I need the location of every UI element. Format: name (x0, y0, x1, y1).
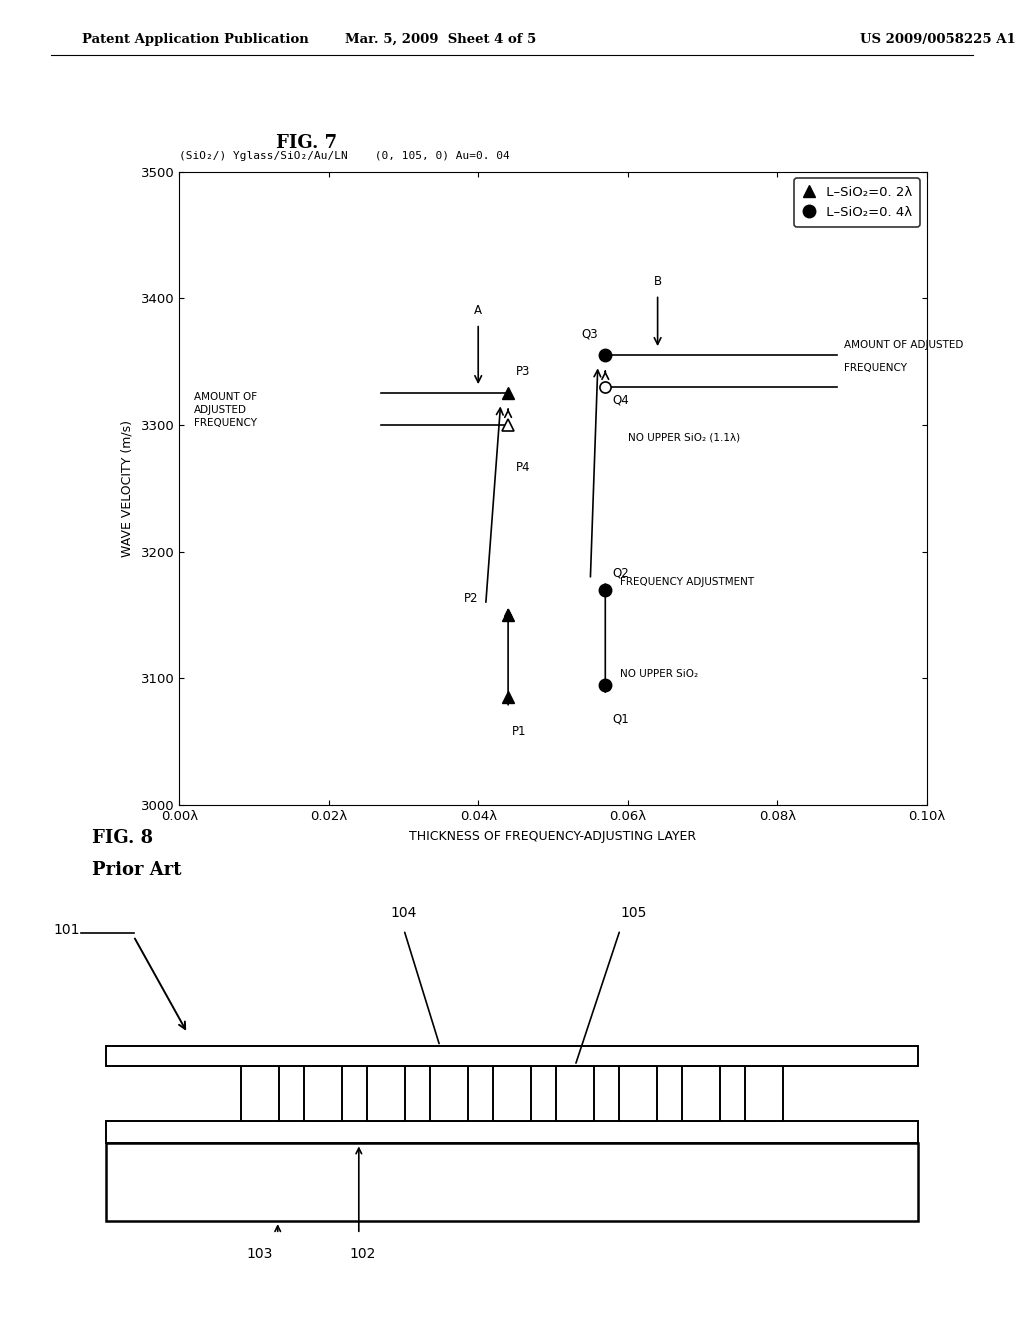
Text: P3: P3 (515, 366, 530, 378)
Bar (106, 1047, 918, 1065)
Text: NO UPPER SiO₂: NO UPPER SiO₂ (621, 669, 698, 680)
X-axis label: THICKNESS OF FREQUENCY-ADJUSTING LAYER: THICKNESS OF FREQUENCY-ADJUSTING LAYER (410, 830, 696, 843)
Text: P2: P2 (464, 591, 478, 605)
Text: FREQUENCY ADJUSTMENT: FREQUENCY ADJUSTMENT (621, 577, 755, 587)
Text: 101: 101 (53, 923, 80, 937)
Text: FIG. 7: FIG. 7 (276, 133, 338, 152)
Text: NO UPPER SiO₂ (1.1λ): NO UPPER SiO₂ (1.1λ) (628, 432, 739, 442)
Text: P1: P1 (512, 726, 526, 738)
Text: Mar. 5, 2009  Sheet 4 of 5: Mar. 5, 2009 Sheet 4 of 5 (345, 33, 536, 46)
Bar (745, 1065, 783, 1121)
Text: AMOUNT OF ADJUSTED: AMOUNT OF ADJUSTED (845, 341, 964, 350)
Text: FREQUENCY: FREQUENCY (195, 417, 257, 428)
Text: Prior Art: Prior Art (92, 861, 181, 879)
Text: 103: 103 (247, 1247, 272, 1261)
Y-axis label: WAVE VELOCITY (m/s): WAVE VELOCITY (m/s) (121, 420, 134, 557)
Bar (367, 1065, 404, 1121)
Text: ADJUSTED: ADJUSTED (195, 405, 247, 414)
Bar (106, 1121, 918, 1143)
Text: Q3: Q3 (582, 327, 598, 341)
Text: Patent Application Publication: Patent Application Publication (82, 33, 308, 46)
Text: (SiO₂/) Yglass/SiO₂/Au/LN    (0, 105, 0) Au=0. 04: (SiO₂/) Yglass/SiO₂/Au/LN (0, 105, 0) Au… (179, 150, 510, 161)
Text: FIG. 8: FIG. 8 (92, 829, 154, 847)
Text: US 2009/0058225 A1: US 2009/0058225 A1 (860, 33, 1016, 46)
Bar (106, 1143, 918, 1221)
Text: AMOUNT OF: AMOUNT OF (195, 392, 257, 403)
Text: 104: 104 (391, 906, 417, 920)
Text: P4: P4 (515, 461, 530, 474)
Text: 105: 105 (621, 906, 646, 920)
Bar (304, 1065, 342, 1121)
Text: FREQUENCY: FREQUENCY (845, 363, 907, 374)
Legend:  L–SiO₂=0. 2λ,  L–SiO₂=0. 4λ: L–SiO₂=0. 2λ, L–SiO₂=0. 4λ (795, 178, 921, 227)
Text: Q2: Q2 (612, 566, 630, 579)
Bar (241, 1065, 279, 1121)
Bar (682, 1065, 720, 1121)
Text: Q1: Q1 (612, 713, 630, 726)
Text: Q4: Q4 (612, 393, 630, 407)
Bar (494, 1065, 530, 1121)
Bar (556, 1065, 594, 1121)
Text: 102: 102 (350, 1247, 376, 1261)
Text: A: A (474, 305, 482, 317)
Text: B: B (653, 275, 662, 288)
Bar (620, 1065, 657, 1121)
Bar (430, 1065, 468, 1121)
